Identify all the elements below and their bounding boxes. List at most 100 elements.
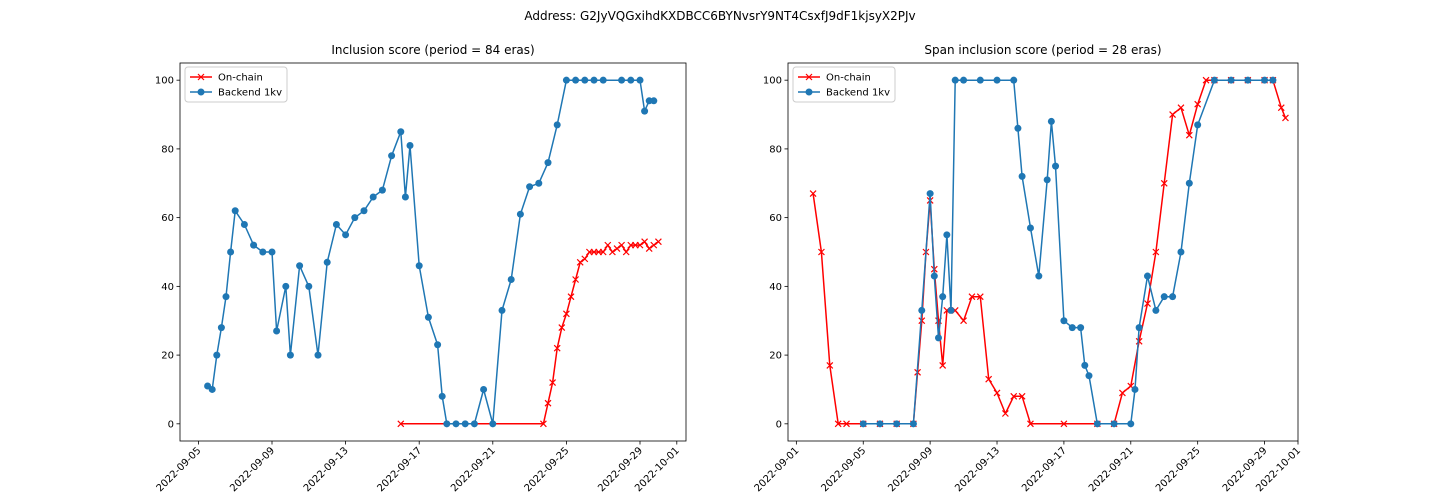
backend-1kv-point [636,76,644,84]
backend-1kv-point [876,420,884,428]
backend-1kv-point [231,207,239,215]
backend-1kv-point [627,76,635,84]
backend-1kv-point [323,258,331,266]
on-chain-point [576,258,584,266]
x-tick-label: 2022-09-25 [523,445,572,494]
backend-1kv-point [1110,420,1118,428]
backend-1kv-point [296,262,304,270]
backend-1kv-point [1185,179,1193,187]
backend-1kv-point [1010,76,1018,84]
backend-1kv-point [1131,385,1139,393]
backend-1kv-point [526,183,534,191]
on-chain-point [1169,111,1177,118]
y-tick-label: 0 [168,419,174,430]
backend-1kv-point [572,76,580,84]
backend-1kv-point [1127,420,1135,428]
backend-1kv-point [222,293,230,301]
backend-1kv-point [516,210,524,218]
on-chain-point [843,420,850,428]
plot-frame [179,62,687,442]
on-chain-point [976,293,984,301]
backend-1kv-point [332,221,340,229]
on-chain-point [809,190,817,198]
backend-1kv-point [1177,248,1185,256]
x-tick-label: 2022-09-21 [449,445,498,494]
legend-box [792,66,896,103]
backend-1kv-point [480,385,488,393]
backend-1kv-point [1035,272,1043,280]
backend-1kv-point [351,214,359,222]
backend-1kv-point [1014,124,1022,132]
backend-1kv-point [273,327,281,335]
backend-1kv-point [1210,76,1218,84]
y-tick-label: 20 [769,351,782,362]
backend-1kv-point [1261,76,1269,84]
backend-1kv-point [930,272,938,280]
on-chain-point [1135,337,1143,345]
backend-1kv-point [443,420,451,428]
on-chain-point [939,361,947,369]
backend-1kv-point [618,76,626,84]
backend-1kv-point [1081,361,1089,369]
y-tick-label: 100 [155,76,174,87]
legend-label: Backend 1kv [826,88,890,99]
span-inclusion-score-chart: Span inclusion score (period = 28 eras) 0… [753,43,1304,494]
on-chain-point [397,420,405,428]
chart-title: Inclusion score (period = 84 eras) [331,43,534,57]
backend-1kv-point [859,420,867,428]
on-chain-point [549,379,557,387]
backend-1kv-point [286,351,294,359]
on-chain-point [599,248,607,256]
on-chain-point [818,248,825,256]
backend-1kv-point [893,420,901,428]
on-chain-point [1202,76,1210,84]
backend-1kv-point [1043,176,1051,184]
on-chain-point [968,293,976,301]
backend-1kv-point [1160,293,1168,301]
on-chain-point [618,241,626,249]
backend-1kv-point [461,420,469,428]
on-chain-point [636,241,644,249]
backend-1kv-point [388,152,396,160]
backend-1kv-point [934,334,942,342]
on-chain-point [1282,114,1289,122]
plot-frame [787,62,1299,442]
on-chain-point [826,361,834,369]
backend-1kv-point [208,385,216,393]
x-tick-label: 2022-09-17 [1020,445,1069,494]
backend-1kv-point [360,207,368,215]
on-chain-point [1152,248,1160,256]
on-chain-point [1027,420,1034,428]
legend-box [184,66,288,103]
on-chain-point [572,276,580,283]
backend-1kv-point [976,76,984,84]
backend-1kv-point [305,282,313,290]
backend-1kv-point [434,341,442,349]
backend-1kv-point [1060,317,1068,325]
backend-1kv-point [470,420,478,428]
x-tick-label: 2022-09-09 [228,445,277,494]
backend-1kv-point [926,190,934,198]
backend-1kv-point [641,107,649,115]
on-chain-point [608,248,616,256]
on-chain-point [613,245,621,252]
chart-title: Span inclusion score (period = 28 eras) [924,43,1161,57]
x-tick-label: 2022-09-05 [155,445,204,494]
backend-1kv-point [553,121,561,129]
y-tick-label: 0 [776,419,782,430]
backend-1kv-point [259,248,267,256]
y-tick-label: 80 [769,144,782,155]
on-chain-line [812,79,1287,425]
backend-1kv-point [424,313,432,321]
figure-suptitle: Address: G2JyVQGxihdKXDBCC6BYNvsrY9NT4Cs… [524,9,916,23]
x-tick-label: 2022-09-25 [1154,445,1203,494]
on-chain-point [645,245,653,252]
backend-1kv-point [406,141,414,149]
x-tick-label: 2022-09-17 [375,445,424,494]
y-tick-label: 20 [161,351,174,362]
backend-1kv-point [1047,117,1055,125]
backend-1kv-point [947,306,955,314]
on-chain-point [581,255,589,263]
inclusion-score-chart: Inclusion score (period = 84 eras) 0 20 40 6… [155,43,687,494]
backend-1kv-point [498,306,506,314]
